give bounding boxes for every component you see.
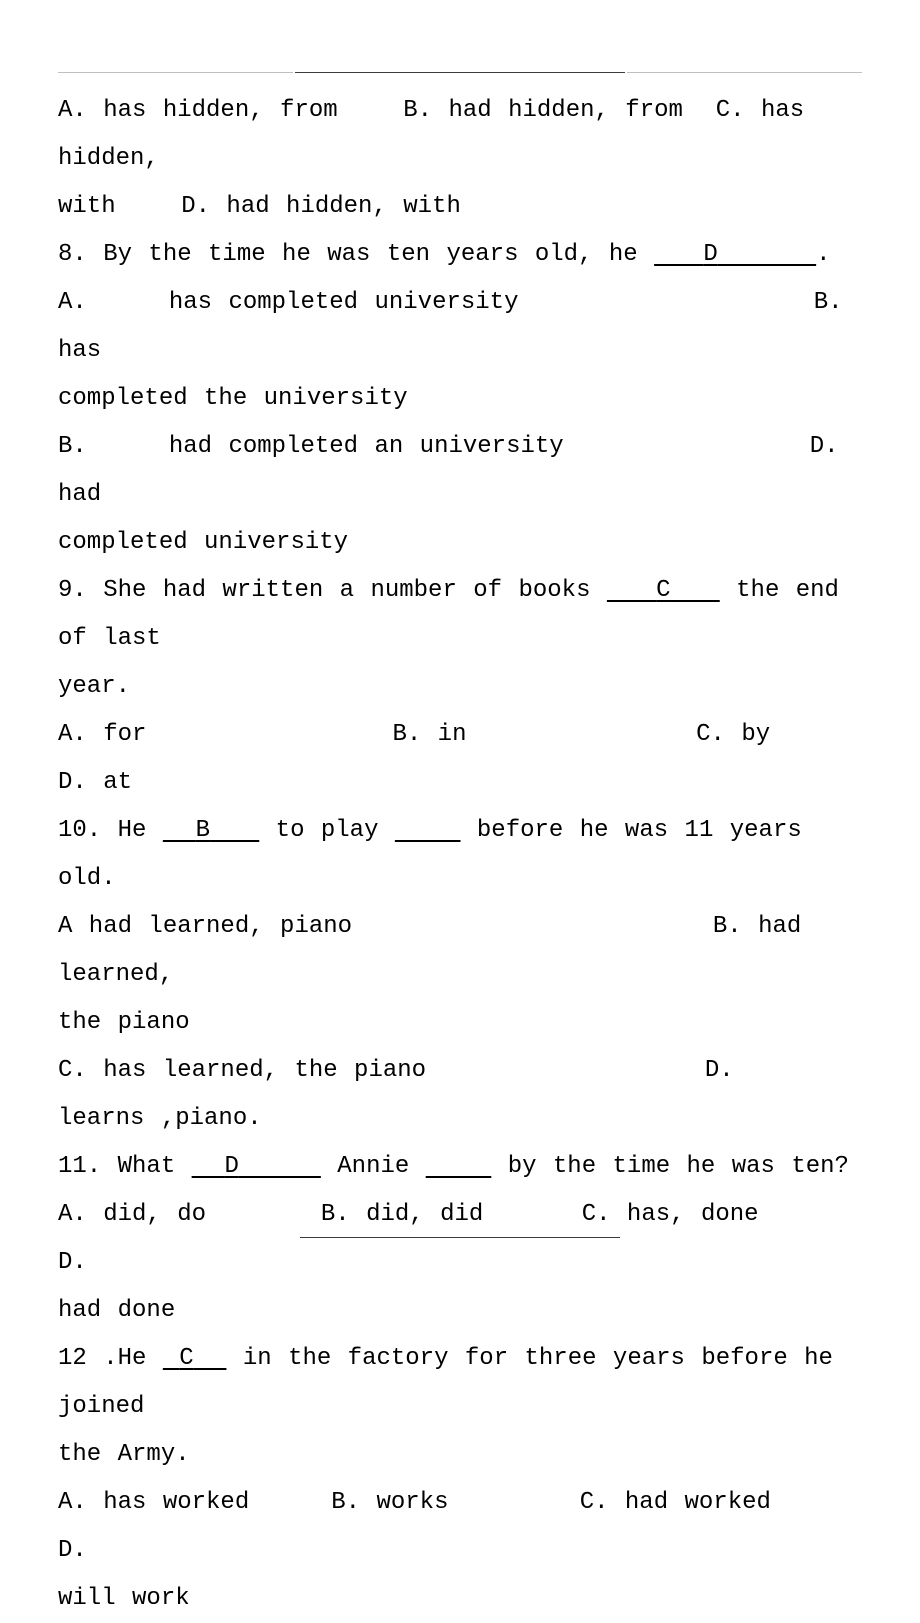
q10-options-line1: A had learned, piano B. had learned, <box>58 903 862 999</box>
q10-options-line4: learns ,piano. <box>58 1095 862 1143</box>
q9-opt-b: B. in <box>392 721 466 748</box>
q12-prefix: 12 .He <box>58 1345 163 1372</box>
q12-options-line1: A. has worked B. works C. had worked D. <box>58 1479 862 1575</box>
q10-opt-a: A had learned, piano <box>58 913 352 940</box>
q12-options-line2: will work <box>58 1575 862 1623</box>
bottom-rule-seg <box>300 1237 620 1238</box>
q9-stem-line2: year. <box>58 663 862 711</box>
q11-prefix: 11. What <box>58 1153 192 1180</box>
q10-options-line2: the piano <box>58 999 862 1047</box>
q9-prefix: 9. She had written a number of books <box>58 577 607 604</box>
q9-options-line2: D. at <box>58 759 862 807</box>
page: A. has hidden, from B. had hidden, from … <box>0 0 920 1302</box>
rule-seg-right <box>627 72 862 73</box>
q8-options-line3: B. had completed an university D. had <box>58 423 862 519</box>
rule-seg-mid <box>295 72 624 73</box>
q8-options-line1: A. has completed university B. has <box>58 279 862 375</box>
q12-opt-c: C. had worked <box>580 1489 771 1516</box>
q10-blank-pre <box>163 817 196 844</box>
q12-blank-pre <box>163 1345 179 1372</box>
q7-opt-b: B. had hidden, from <box>403 97 683 124</box>
q8-c-text: had completed an university <box>169 433 564 460</box>
q8-suffix: . <box>816 241 830 268</box>
q11-blank-pre <box>192 1153 225 1180</box>
q11-opt-d: D. <box>58 1249 87 1276</box>
q8-answer: D <box>703 241 717 268</box>
q11-blank-post <box>239 1153 321 1180</box>
rule-seg-left <box>58 72 293 73</box>
q12-opt-d-cont: will work <box>58 1585 190 1612</box>
q10-opt-c: C. has learned, the piano <box>58 1057 426 1084</box>
q7-opt-d: D. had hidden, with <box>181 193 461 220</box>
q12-stem-line1: 12 .He C in the factory for three years … <box>58 1335 862 1431</box>
q7-options-line2: with D. had hidden, with <box>58 183 862 231</box>
content: A. has hidden, from B. had hidden, from … <box>58 87 862 1623</box>
q12-line2: the Army. <box>58 1441 190 1468</box>
q10-stem: 10. He B to play before he was 11 years … <box>58 807 862 903</box>
q12-answer: C <box>179 1345 193 1372</box>
q9-blank-pre <box>607 577 656 604</box>
q12-opt-d: D. <box>58 1537 87 1564</box>
q9-options-line1: A. for B. in C. by <box>58 711 862 759</box>
q9-answer: C <box>656 577 670 604</box>
q12-stem-line2: the Army. <box>58 1431 862 1479</box>
q11-stem: 11. What D Annie by the time he was ten? <box>58 1143 862 1191</box>
q8-stem: 8. By the time he was ten years old, he … <box>58 231 862 279</box>
q8-b-cont: completed the university <box>58 385 408 412</box>
q9-opt-d: D. at <box>58 769 132 796</box>
q10-prefix: 10. He <box>58 817 163 844</box>
q10-answer: B <box>196 817 210 844</box>
q7-options-line1: A. has hidden, from B. had hidden, from … <box>58 87 862 183</box>
q8-c-label: B. <box>58 433 87 460</box>
q9-opt-c: C. by <box>696 721 770 748</box>
q10-blank-post <box>210 817 259 844</box>
q8-prefix: 8. By the time he was ten years old, he <box>58 241 654 268</box>
q8-blank-pre <box>654 241 703 268</box>
q10-opt-b-cont: the piano <box>58 1009 190 1036</box>
q9-opt-a: A. for <box>58 721 146 748</box>
q8-options-line4: completed university <box>58 519 862 567</box>
q7-opt-a: A. has hidden, from <box>58 97 338 124</box>
q7-opt-c-cont: with <box>58 193 116 220</box>
q8-a-text: has completed university <box>169 289 519 316</box>
q10-mid: to play <box>259 817 395 844</box>
q11-mid: Annie <box>321 1153 426 1180</box>
q9-line2: year. <box>58 673 130 700</box>
q11-suffix: by the time he was ten? <box>491 1153 849 1180</box>
q11-opt-b: B. did, did <box>321 1201 483 1228</box>
q11-opt-c: C. has, done <box>582 1201 759 1228</box>
q8-d-cont: completed university <box>58 529 348 556</box>
q10-opt-d: D. <box>705 1057 734 1084</box>
q12-opt-a: A. has worked <box>58 1489 249 1516</box>
q12-blank-post <box>194 1345 227 1372</box>
q10-opt-d-cont: learns ,piano. <box>58 1105 262 1132</box>
q10-blank2 <box>395 817 461 844</box>
q9-blank-post <box>671 577 720 604</box>
q8-options-line2: completed the university <box>58 375 862 423</box>
q11-blank2 <box>426 1153 492 1180</box>
q11-options-line2: had done <box>58 1287 862 1335</box>
q8-a-label: A. <box>58 289 87 316</box>
q8-blank-post <box>718 241 816 268</box>
q9-stem-line1: 9. She had written a number of books C t… <box>58 567 862 663</box>
top-rule <box>58 72 862 73</box>
bottom-rule <box>0 1237 920 1238</box>
q11-options-line1: A. did, do B. did, did C. has, done D. <box>58 1191 862 1287</box>
q11-opt-a: A. did, do <box>58 1201 206 1228</box>
q11-answer: D <box>224 1153 238 1180</box>
q12-opt-b: B. works <box>331 1489 448 1516</box>
q10-options-line3: C. has learned, the piano D. <box>58 1047 862 1095</box>
q11-opt-d-cont: had done <box>58 1297 175 1324</box>
